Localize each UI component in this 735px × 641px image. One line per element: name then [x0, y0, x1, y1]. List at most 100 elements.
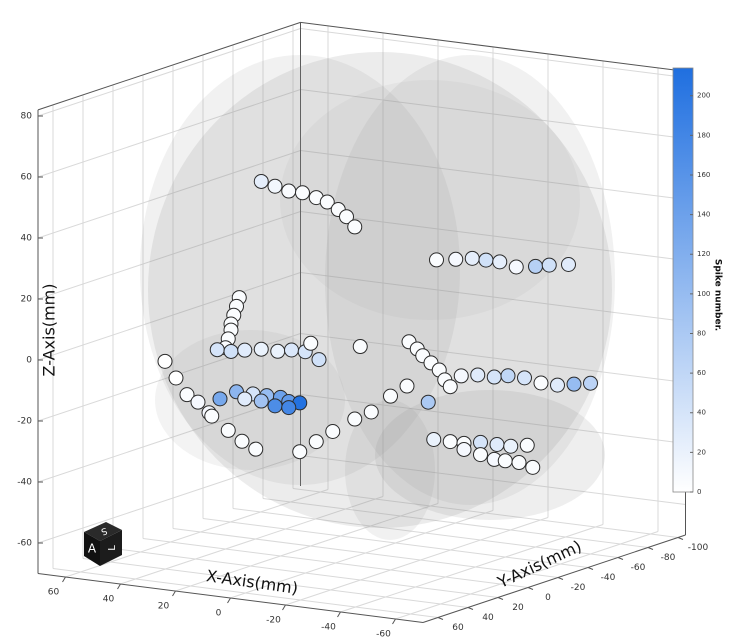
electrode-contact	[254, 174, 268, 188]
electrode-contact	[487, 370, 501, 384]
electrode-contact	[542, 258, 556, 272]
electrode-contact	[474, 448, 488, 462]
electrode-contact	[304, 336, 318, 350]
electrode-contact	[501, 369, 515, 383]
colorbar-tick-label: 20	[697, 448, 706, 456]
electrode-contact	[457, 442, 471, 456]
x-tick-label: -20	[266, 616, 281, 626]
electrode-contact	[285, 343, 299, 357]
electrode-contact	[249, 442, 263, 456]
electrode-contact	[221, 423, 235, 437]
electrode-contact	[296, 186, 310, 200]
cube-label: A	[88, 542, 97, 556]
electrode-contact	[268, 399, 282, 413]
z-tick-label: 20	[21, 295, 33, 305]
tick-mark	[558, 578, 563, 580]
colorbar-tick-label: 160	[697, 171, 710, 179]
electrode-contact	[493, 255, 507, 269]
colorbar-tick-label: 60	[697, 369, 706, 377]
tick-mark	[468, 608, 473, 610]
z-tick-label: -40	[17, 478, 32, 488]
electrode-contact	[562, 258, 576, 272]
z-tick-label: -60	[17, 539, 32, 549]
electrode-contact	[224, 344, 238, 358]
y-tick-label: 20	[512, 603, 524, 613]
electrode-contact	[584, 376, 598, 390]
colorbar-tick-label: 100	[697, 290, 710, 298]
electrode-contact	[235, 434, 249, 448]
electrode-contact	[567, 377, 581, 391]
z-tick-label: 60	[21, 173, 33, 183]
electrode-contact	[282, 401, 296, 415]
colorbar-tick-label: 120	[697, 250, 710, 258]
z-axis-title: Z-Axis(mm)	[40, 284, 59, 377]
electrode-contact	[238, 343, 252, 357]
chart: 806040200-20-40-606040200-20-40-60604020…	[0, 0, 735, 641]
z-tick-label: 0	[26, 356, 32, 366]
electrode-contact	[158, 354, 172, 368]
electrode-contact	[254, 394, 268, 408]
electrode-contact	[479, 253, 493, 267]
electrode-contact	[348, 412, 362, 426]
electrode-contact	[490, 438, 504, 452]
electrode-contact	[449, 252, 463, 266]
electrode-contact	[421, 395, 435, 409]
electrode-contact	[534, 376, 548, 390]
tick-mark	[438, 618, 443, 620]
electrode-contact	[312, 353, 326, 367]
electrode-contact	[529, 259, 543, 273]
colorbar-tick-label: 180	[697, 131, 710, 139]
orientation-cube: S A L	[84, 522, 122, 566]
z-tick-label: 40	[21, 234, 33, 244]
colorbar-tick-label: 0	[697, 488, 701, 496]
electrode-contact	[282, 184, 296, 198]
electrode-contact	[384, 389, 398, 403]
tick-mark	[283, 605, 286, 610]
y-tick-label: 60	[452, 623, 464, 633]
electrode-contact	[443, 435, 457, 449]
electrode-contact	[526, 460, 540, 474]
electrode-contact	[169, 371, 183, 385]
brain-surface	[140, 52, 615, 540]
colorbar-tick-label: 40	[697, 409, 706, 417]
electrode-contact	[271, 344, 285, 358]
x-tick-label: -40	[321, 623, 336, 633]
electrode-contact	[348, 220, 362, 234]
electrode-contact	[293, 445, 307, 459]
electrode-contact	[430, 253, 444, 267]
tick-mark	[63, 577, 66, 582]
y-tick-label: -80	[661, 553, 676, 563]
electrode-contact	[504, 439, 518, 453]
x-tick-label: 20	[158, 602, 170, 612]
electrode-contact	[238, 392, 252, 406]
electrode-contact	[213, 392, 227, 406]
y-tick-label: 0	[545, 593, 551, 603]
electrode-contact	[518, 371, 532, 385]
electrode-contact	[254, 342, 268, 356]
tick-mark	[678, 538, 683, 540]
colorbar: 020406080100120140160180200	[673, 68, 710, 496]
electrode-contact	[512, 456, 526, 470]
electrode-contact	[364, 405, 378, 419]
electrode-contact	[471, 368, 485, 382]
tick-mark	[393, 619, 396, 624]
z-tick-label: 80	[21, 112, 33, 122]
tick-mark	[498, 598, 503, 600]
tick-mark	[118, 584, 121, 589]
colorbar-scale	[673, 68, 693, 492]
colorbar-title: Spike number.	[713, 259, 723, 331]
y-tick-label: -40	[601, 573, 616, 583]
tick-mark	[648, 548, 653, 550]
tick-mark	[228, 598, 231, 603]
colorbar-tick-label: 80	[697, 329, 706, 337]
electrode-contact	[268, 179, 282, 193]
y-tick-label: -100	[688, 543, 709, 553]
tick-mark	[618, 558, 623, 560]
electrode-contact	[400, 379, 414, 393]
tick-mark	[528, 588, 533, 590]
tick-mark	[338, 612, 341, 617]
y-tick-label: -20	[571, 583, 586, 593]
y-tick-label: 40	[482, 613, 494, 623]
electrode-contact	[205, 409, 219, 423]
electrode-contact	[353, 340, 367, 354]
